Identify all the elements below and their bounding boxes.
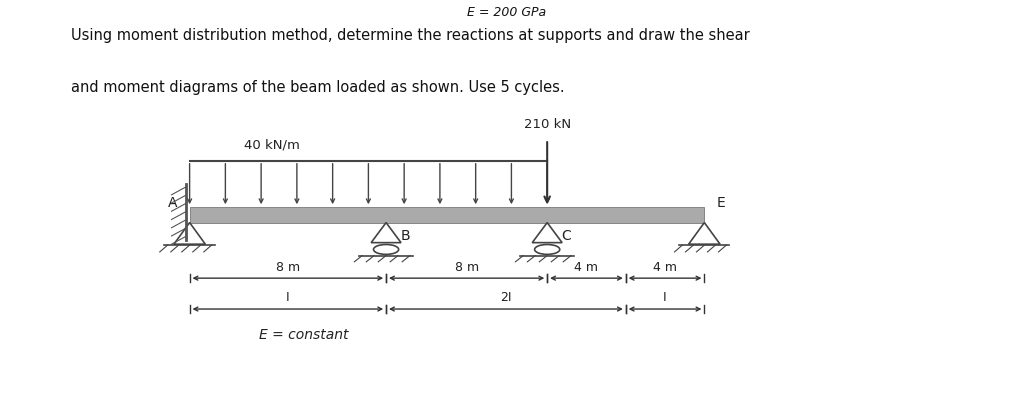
Text: Using moment distribution method, determine the reactions at supports and draw t: Using moment distribution method, determ… <box>71 28 749 43</box>
Text: B: B <box>401 229 410 243</box>
Text: 2I: 2I <box>500 292 512 304</box>
Text: C: C <box>562 229 571 243</box>
Text: and moment diagrams of the beam loaded as shown. Use 5 cycles.: and moment diagrams of the beam loaded a… <box>71 80 565 95</box>
Text: E = 200 GPa: E = 200 GPa <box>467 6 547 19</box>
Text: I: I <box>663 292 667 304</box>
Text: A: A <box>167 196 177 209</box>
Text: E = constant: E = constant <box>259 328 349 342</box>
Text: 8 m: 8 m <box>454 261 479 273</box>
FancyBboxPatch shape <box>190 207 705 223</box>
Text: E: E <box>716 196 725 209</box>
Text: 40 kN/m: 40 kN/m <box>244 139 300 152</box>
Text: 8 m: 8 m <box>276 261 300 273</box>
Text: 210 kN: 210 kN <box>523 118 571 132</box>
Text: I: I <box>286 292 290 304</box>
Text: 4 m: 4 m <box>575 261 598 273</box>
Text: 4 m: 4 m <box>653 261 677 273</box>
